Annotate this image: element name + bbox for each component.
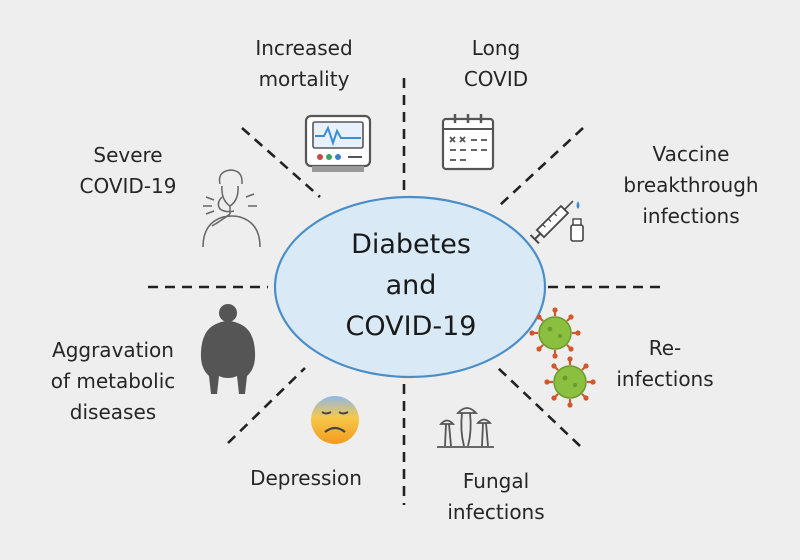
label-long-covid: Long COVID [463,36,529,91]
label-reinfections: Re- infections [616,336,714,391]
divider-upper-right [499,127,584,206]
label-severe-covid: Severe COVID-19 [79,143,177,198]
divider-lower-left [227,367,306,444]
calendar-icon [441,114,495,171]
coughing-person-icon [202,169,261,248]
divider-lower-right [496,366,581,447]
label-fungal-infections: Fungal infections [447,469,545,524]
syringe-icon [529,200,584,245]
sad-face-icon [311,396,359,444]
center-ellipse [273,195,547,379]
divider-upper-left [241,127,321,198]
label-depression: Depression [250,466,362,490]
heart-monitor-icon [304,114,372,172]
center-title: Diabetes and COVID-19 [345,229,477,342]
obese-person-icon [200,304,256,394]
label-vaccine-breakthrough: Vaccine breakthrough infections [623,142,759,228]
mushroom-icon [437,407,494,448]
label-increased-mortality: Increased mortality [255,36,353,91]
label-metabolic-diseases: Aggravation of metabolic diseases [50,338,176,424]
virus-icon [529,307,596,408]
